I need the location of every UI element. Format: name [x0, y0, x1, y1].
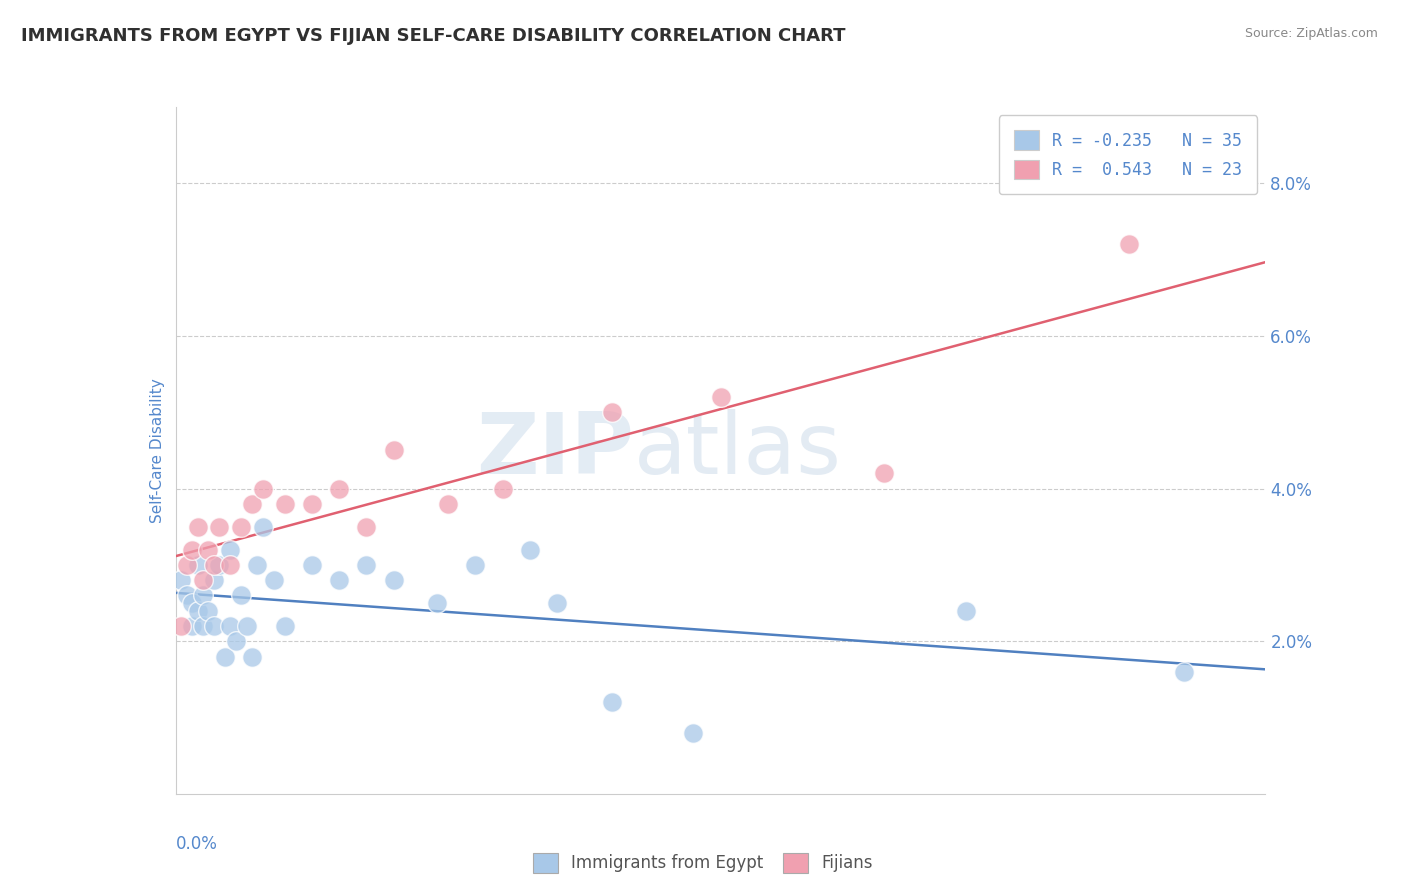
Point [208, 520, 231, 534]
Point [170, 619, 193, 633]
Point [186, 520, 209, 534]
Point [219, 558, 242, 572]
Point [208, 558, 231, 572]
Point [219, 542, 242, 557]
Point [464, 558, 486, 572]
Point [181, 596, 204, 610]
Point [219, 619, 242, 633]
Point [191, 619, 214, 633]
Point [176, 589, 198, 603]
Point [356, 558, 378, 572]
Point [186, 558, 209, 572]
Point [246, 558, 269, 572]
Point [492, 482, 515, 496]
Point [1118, 237, 1140, 252]
Text: IMMIGRANTS FROM EGYPT VS FIJIAN SELF-CARE DISABILITY CORRELATION CHART: IMMIGRANTS FROM EGYPT VS FIJIAN SELF-CAR… [21, 27, 845, 45]
Legend: Immigrants from Egypt, Fijians: Immigrants from Egypt, Fijians [526, 847, 880, 880]
Point [546, 596, 568, 610]
Point [301, 497, 323, 511]
Point [252, 520, 274, 534]
Point [181, 619, 204, 633]
Point [437, 497, 460, 511]
Text: Source: ZipAtlas.com: Source: ZipAtlas.com [1244, 27, 1378, 40]
Y-axis label: Self-Care Disability: Self-Care Disability [149, 378, 165, 523]
Point [231, 589, 253, 603]
Point [186, 604, 209, 618]
Point [382, 443, 405, 458]
Point [274, 619, 297, 633]
Point [600, 405, 623, 419]
Point [955, 604, 977, 618]
Point [202, 573, 225, 587]
Point [328, 573, 350, 587]
Point [426, 596, 449, 610]
Point [382, 573, 405, 587]
Point [197, 542, 219, 557]
Legend: R = -0.235   N = 35, R =  0.543   N = 23: R = -0.235 N = 35, R = 0.543 N = 23 [998, 115, 1257, 194]
Point [240, 649, 263, 664]
Point [225, 634, 247, 648]
Point [1173, 665, 1195, 679]
Point [176, 558, 198, 572]
Point [214, 649, 236, 664]
Point [600, 695, 623, 709]
Point [191, 573, 214, 587]
Text: atlas: atlas [633, 409, 841, 492]
Point [240, 497, 263, 511]
Point [274, 497, 297, 511]
Point [710, 390, 733, 404]
Point [170, 573, 193, 587]
Point [356, 520, 378, 534]
Point [301, 558, 323, 572]
Point [202, 619, 225, 633]
Point [252, 482, 274, 496]
Point [263, 573, 285, 587]
Point [235, 619, 257, 633]
Point [682, 726, 704, 740]
Point [873, 467, 896, 481]
Point [519, 542, 541, 557]
Point [231, 520, 253, 534]
Point [197, 604, 219, 618]
Point [202, 558, 225, 572]
Text: ZIP: ZIP [475, 409, 633, 492]
Point [328, 482, 350, 496]
Point [181, 542, 204, 557]
Text: 0.0%: 0.0% [176, 835, 218, 853]
Point [191, 589, 214, 603]
